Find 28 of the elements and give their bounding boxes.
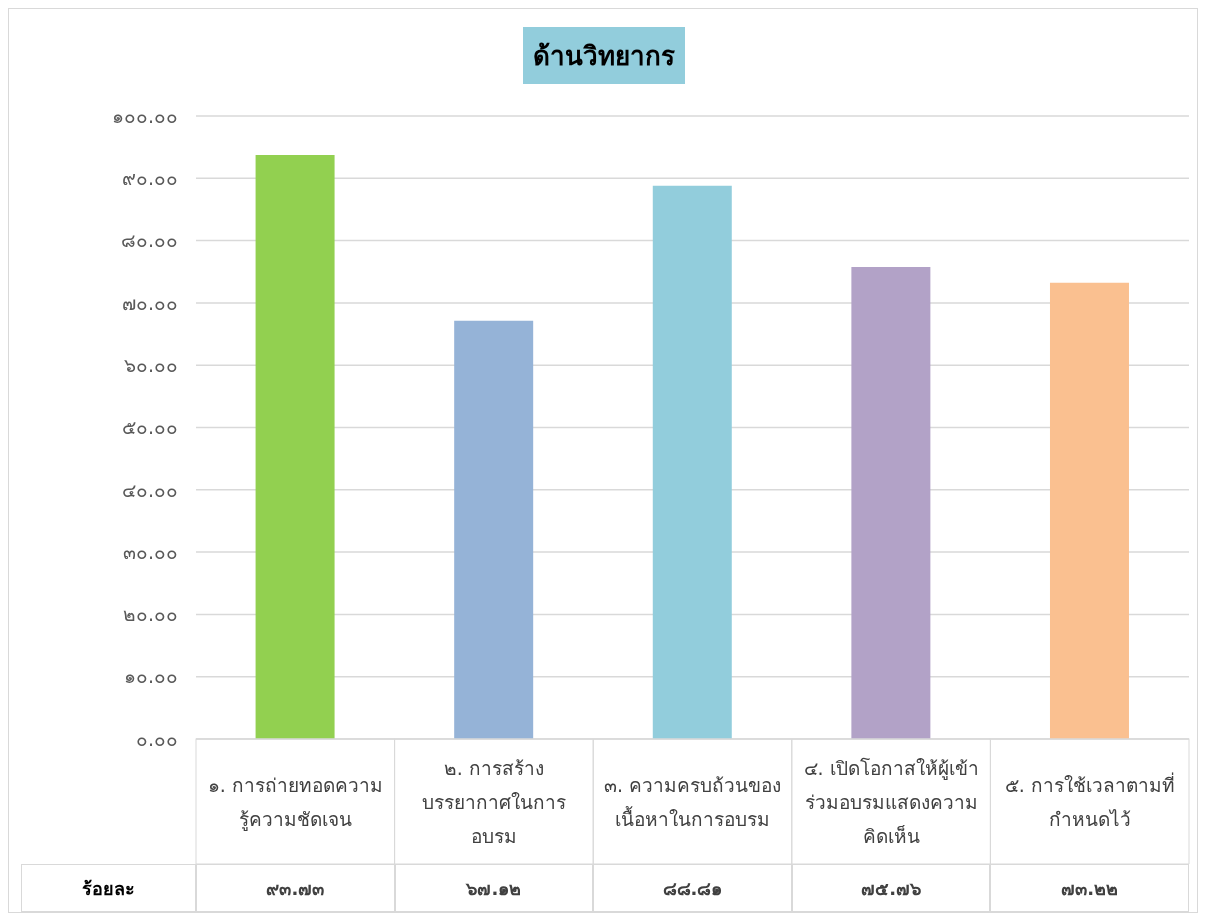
x-tick-label: ๕. การใช้เวลาตามที่กำหนดไว้ <box>1003 771 1176 832</box>
y-tick-label: ๓๐.๐๐ <box>122 540 178 563</box>
bar <box>454 320 534 739</box>
x-tick-label: ๓. ความครบถ้วนของเนื้อหาในการอบรม <box>602 772 783 832</box>
data-label: ๙๓.๗๓ <box>196 864 395 912</box>
y-tick-label: ๔๐.๐๐ <box>121 478 178 501</box>
y-tick-label: ๑๐.๐๐ <box>123 665 178 688</box>
x-tick-label: ๒. การสร้างบรรยากาศในการอบรม <box>420 755 567 849</box>
bar <box>255 155 335 739</box>
data-label: ๖๗.๑๒ <box>394 864 594 912</box>
text: ร้อยละ <box>21 864 196 912</box>
data-label: ๗๕.๗๖ <box>791 864 991 912</box>
y-tick-label: ๖๐.๐๐ <box>123 353 178 376</box>
x-tick-label: ๔. เปิดโอกาสให้ผู้เข้าร่วมอบรมแสดงความคิดเห็น <box>802 755 980 849</box>
y-tick-label: ๘๐.๐๐ <box>120 229 178 252</box>
x-tick-label: ๑. การถ่ายทอดความรู้ความชัดเจน <box>206 772 384 833</box>
y-tick-label: ๕๐.๐๐ <box>121 416 178 439</box>
bar <box>1049 282 1129 739</box>
y-tick-label: ๗๐.๐๐ <box>121 291 178 314</box>
bar <box>652 185 732 739</box>
data-label: ๘๘.๘๑ <box>593 864 792 912</box>
chart-title: ด้านวิทยากร <box>523 27 685 84</box>
data-label: ๗๓.๒๒ <box>990 864 1189 912</box>
y-tick-label: ๐.๐๐ <box>135 727 178 750</box>
y-tick-label: ๒๐.๐๐ <box>122 603 178 626</box>
y-tick-label: ๙๐.๐๐ <box>121 167 178 190</box>
bar <box>851 267 931 739</box>
y-tick-label: ๑๐๐.๐๐ <box>111 104 178 127</box>
